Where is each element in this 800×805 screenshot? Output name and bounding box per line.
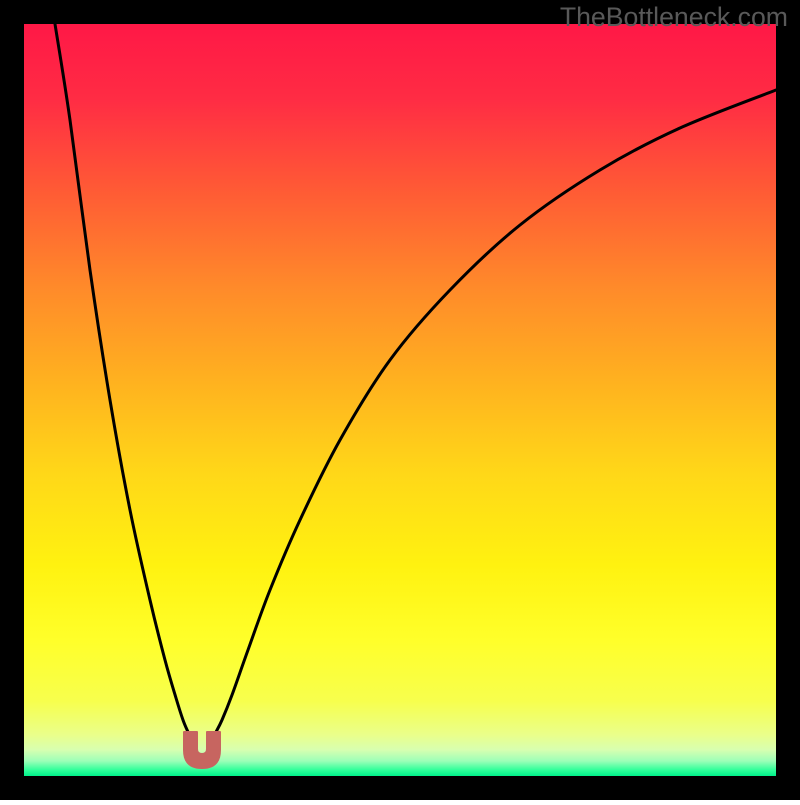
chart-stage: TheBottleneck.com xyxy=(0,0,800,800)
bottleneck-chart xyxy=(0,0,800,800)
watermark-text: TheBottleneck.com xyxy=(560,2,788,33)
